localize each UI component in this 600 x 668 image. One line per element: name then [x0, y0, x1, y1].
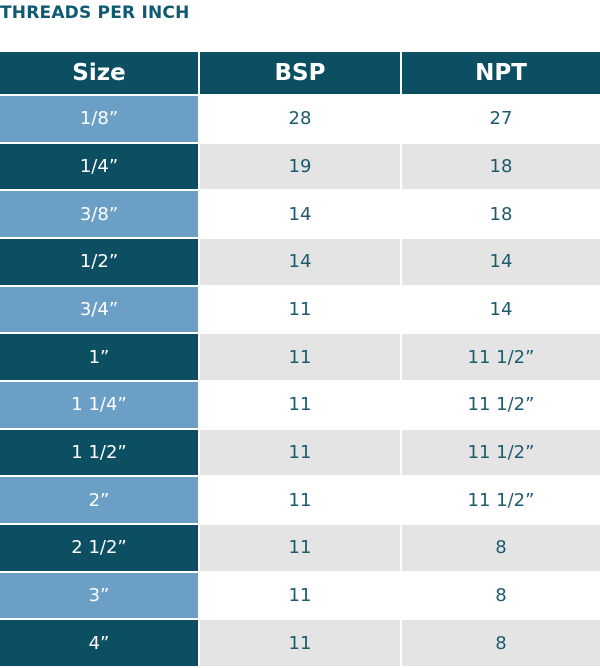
- data-cell: 11: [200, 572, 400, 619]
- size-cell: 3”: [0, 572, 198, 619]
- size-cell: 1/4”: [0, 143, 198, 190]
- data-cell: 8: [402, 572, 600, 619]
- size-cell: 1 1/4”: [0, 382, 198, 428]
- data-cell: 18: [402, 191, 600, 237]
- data-cell: 11: [200, 334, 400, 380]
- data-cell: 27: [402, 96, 600, 142]
- data-cell: 28: [200, 96, 400, 142]
- data-cell: 11 1/2”: [402, 429, 600, 476]
- data-cell: 18: [402, 143, 600, 190]
- data-cell: 8: [402, 525, 600, 571]
- size-cell: 3/4”: [0, 286, 198, 333]
- data-cell: 19: [200, 143, 400, 190]
- data-cell: 14: [402, 239, 600, 285]
- column-header: BSP: [200, 52, 400, 94]
- data-cell: 11 1/2”: [402, 382, 600, 428]
- size-cell: 2 1/2”: [0, 525, 198, 571]
- data-cell: 14: [200, 239, 400, 285]
- data-cell: 11: [200, 525, 400, 571]
- column-header: Size: [0, 52, 198, 94]
- size-cell: 1/8”: [0, 96, 198, 142]
- data-cell: 11: [200, 382, 400, 428]
- data-cell: 11 1/2”: [402, 334, 600, 380]
- size-cell: 1 1/2”: [0, 429, 198, 476]
- data-cell: 11 1/2”: [402, 477, 600, 523]
- size-cell: 1”: [0, 334, 198, 380]
- size-cell: 3/8”: [0, 191, 198, 237]
- size-cell: 4”: [0, 620, 198, 666]
- column-header: NPT: [402, 52, 600, 94]
- title: THREADS PER INCH: [0, 3, 190, 23]
- data-cell: 8: [402, 620, 600, 666]
- data-cell: 11: [200, 477, 400, 523]
- data-cell: 14: [200, 191, 400, 237]
- size-cell: 2”: [0, 477, 198, 523]
- data-cell: 11: [200, 429, 400, 476]
- data-cell: 11: [200, 620, 400, 666]
- size-cell: 1/2”: [0, 239, 198, 285]
- data-cell: 11: [200, 286, 400, 333]
- data-cell: 14: [402, 286, 600, 333]
